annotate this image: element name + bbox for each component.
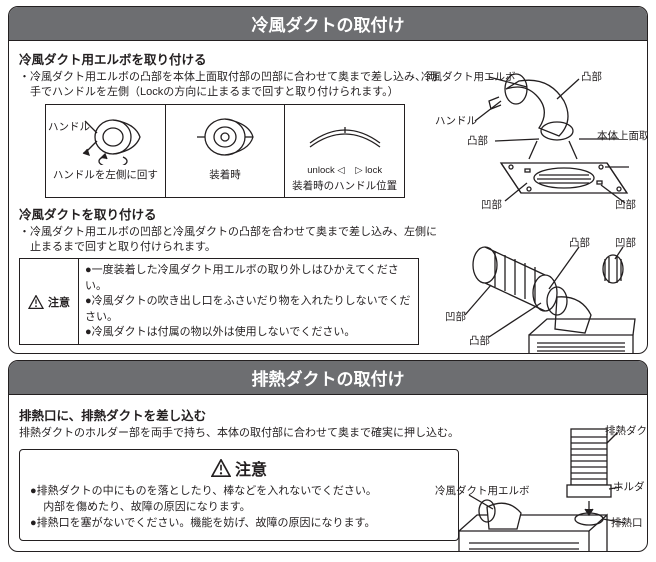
bullet-dot-b: ・ <box>19 226 30 238</box>
panel2-desc: 排熱ダクトのホルダー部を両手で持ち、本体の取付部に合わせて奥まで確実に押し込む。 <box>19 426 459 441</box>
section-b-desc-text: 冷風ダクト用エルボの凹部と冷風ダクトの凸部を合わせて奥まで差し込み、左側に止まる… <box>30 226 437 253</box>
caution2-line: 排熱口を塞がないでください。機能を妨げ、故障の原因になります。 <box>30 516 448 532</box>
panel2-body: 排熱口に、排熱ダクトを差し込む 排熱ダクトのホルダー部を両手で持ち、本体の取付部… <box>9 395 647 551</box>
figure-cell-1: ハンドル ハンドルを左側に回す <box>46 105 166 197</box>
label-exhaust-duct: 排熱ダクト <box>605 423 648 438</box>
caution-item: 冷風ダクトの吹き出し口をふさいだり物を入れたりしないでください。 <box>85 294 412 325</box>
caution-item: 一度装着した冷風ダクト用エルボの取り外しはひかえてください。 <box>85 263 412 294</box>
caution-head-2: 注意 <box>30 456 448 480</box>
elbow-mount-diagram-icon <box>429 71 639 221</box>
label-convex: 凸部 <box>581 69 602 84</box>
label-b-concave2: 凹部 <box>445 309 466 324</box>
label-handle: ハンドル <box>435 113 477 128</box>
panel-cold-air-duct: 冷風ダクトの取付け 冷風ダクト用エルボを取り付ける ・冷風ダクト用エルボの凸部を… <box>8 6 648 354</box>
fig1-elbow-icon <box>55 109 155 165</box>
panel2-illustration: 排熱ダクト ホルダ 冷風ダクト用エルボ 排熱口 <box>439 423 639 552</box>
caution-box-2: 注意 排熱ダクトの中にものを落としたり、棒などを入れないでください。 内部を傷め… <box>19 449 459 541</box>
panel1-title: 冷風ダクトの取付け <box>9 7 647 41</box>
unlock-label: unlock ◁ <box>307 165 344 176</box>
label-outlet: 排熱口 <box>611 515 643 530</box>
caution-item: 冷風ダクトは付属の物以外は使用しないでください。 <box>85 325 412 340</box>
label-b-convex2: 凸部 <box>469 333 490 348</box>
figure-cell-2: 装着時 <box>166 105 286 197</box>
label-elbow: 冷風ダクト用エルボ <box>421 69 516 84</box>
panel2-heading: 排熱口に、排熱ダクトを差し込む <box>19 405 459 424</box>
label-convex2: 凸部 <box>467 133 488 148</box>
label-holder: ホルダ <box>613 479 645 494</box>
section-a-desc: ・冷風ダクト用エルボの凸部を本体上面取付部の凹部に合わせて奥まで差し込み、両手で… <box>19 70 439 100</box>
panel1-illustration-b: 凸部 凹部 凹部 凸部 <box>429 241 639 354</box>
label-b-concave: 凹部 <box>615 235 636 250</box>
lock-label: ▷ lock <box>355 165 382 176</box>
fig3-lock-text: unlock ◁ ▷ lock <box>307 165 382 176</box>
figure-row: ハンドル ハンドルを左側に回す <box>45 104 405 198</box>
panel1-body: 冷風ダクト用エルボを取り付ける ・冷風ダクト用エルボの凸部を本体上面取付部の凹部… <box>9 41 647 353</box>
label-concave2: 凹部 <box>615 197 636 212</box>
caution-label-text-2: 注意 <box>235 456 267 480</box>
caution2-line: 排熱ダクトの中にものを落としたり、棒などを入れないでください。 <box>30 484 448 500</box>
label-topmount: 本体上面取付部 <box>597 131 648 143</box>
label-cold-elbow: 冷風ダクト用エルボ <box>435 483 530 498</box>
fig1-caption: ハンドルを左側に回す <box>53 167 158 182</box>
section-a-heading: 冷風ダクト用エルボを取り付ける <box>19 49 439 68</box>
panel2-left-col: 排熱口に、排熱ダクトを差し込む 排熱ダクトのホルダー部を両手で持ち、本体の取付部… <box>19 405 459 541</box>
panel1-left-column: 冷風ダクト用エルボを取り付ける ・冷風ダクト用エルボの凸部を本体上面取付部の凹部… <box>19 49 439 345</box>
caution-label-text-1: 注意 <box>48 294 70 310</box>
fig2-mounted-icon <box>175 109 275 165</box>
caution-label-1: 注意 <box>20 259 79 344</box>
caution-list-1: 一度装着した冷風ダクト用エルボの取り外しはひかえてください。 冷風ダクトの吹き出… <box>79 259 418 344</box>
fig3-lockring-icon <box>290 109 400 165</box>
warning-triangle-icon <box>211 459 231 477</box>
duct-attach-diagram-icon <box>429 241 639 354</box>
caution2-line: 内部を傷めたり、故障の原因になります。 <box>30 500 448 516</box>
section-a-desc-text: 冷風ダクト用エルボの凸部を本体上面取付部の凹部に合わせて奥まで差し込み、両手でハ… <box>30 71 437 98</box>
label-b-convex: 凸部 <box>569 235 590 250</box>
label-concave: 凹部 <box>481 197 502 212</box>
caution-box-1: 注意 一度装着した冷風ダクト用エルボの取り外しはひかえてください。 冷風ダクトの… <box>19 258 419 345</box>
section-b-desc: ・冷風ダクト用エルボの凹部と冷風ダクトの凸部を合わせて奥まで差し込み、左側に止ま… <box>19 225 439 255</box>
figure-cell-3: unlock ◁ ▷ lock 装着時のハンドル位置 <box>285 105 404 197</box>
panel1-illustration-a: 冷風ダクト用エルボ 凸部 ハンドル 凸部 本体上面取付部 凹部 凹部 <box>429 71 639 221</box>
bullet-dot: ・ <box>19 71 30 83</box>
section-b-heading: 冷風ダクトを取り付ける <box>19 204 439 223</box>
fig2-caption: 装着時 <box>209 167 241 182</box>
fig3-caption: 装着時のハンドル位置 <box>292 178 397 193</box>
panel2-title: 排熱ダクトの取付け <box>9 361 647 395</box>
panel-exhaust-duct: 排熱ダクトの取付け 排熱口に、排熱ダクトを差し込む 排熱ダクトのホルダー部を両手… <box>8 360 648 552</box>
warning-triangle-icon <box>28 295 44 309</box>
fig1-handle-label: ハンドル <box>48 119 90 134</box>
